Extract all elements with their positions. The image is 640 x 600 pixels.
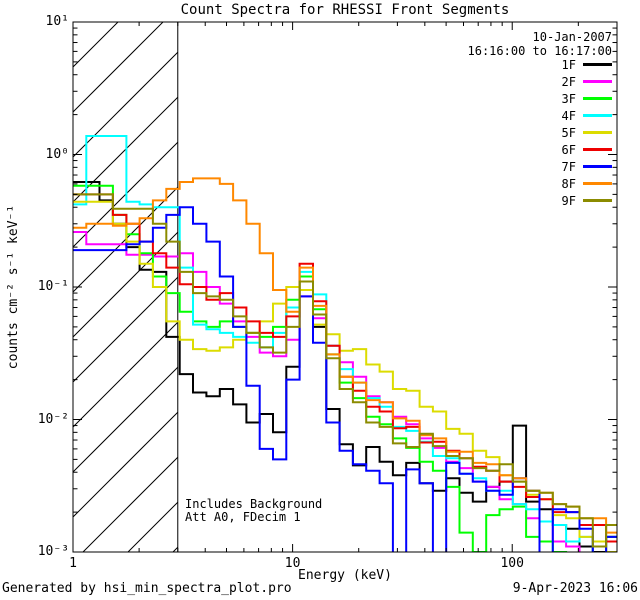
x-tick-label-1: 1	[69, 556, 77, 571]
legend-item-4F: 4F	[562, 107, 612, 124]
x-tick-label-100: 100	[500, 556, 524, 571]
axis-ticks	[72, 21, 618, 553]
legend-color-swatch	[583, 199, 612, 202]
spectrum-curve-2F	[73, 231, 581, 552]
legend-date: 10-Jan-2007	[532, 30, 612, 44]
legend-item-label: 4F	[561, 108, 576, 123]
y-tick-label-10⁻¹: 10⁻¹	[37, 279, 69, 295]
generator-credit: Generated by hsi_min_spectra_plot.pro	[2, 581, 292, 596]
legend-item-8F: 8F	[562, 175, 612, 192]
spectrum-curve-6F	[73, 193, 617, 543]
legend-item-2F: 2F	[562, 73, 612, 90]
spectra-curves	[73, 135, 617, 552]
legend-item-label: 7F	[561, 159, 576, 174]
legend-item-3F: 3F	[562, 90, 612, 107]
annotation-attenuator-state: Att A0, FDecim 1	[185, 510, 301, 524]
annotation-includes-background: Includes Background	[185, 497, 323, 511]
legend-color-swatch	[583, 80, 612, 83]
y-tick-label-10⁻²: 10⁻²	[37, 411, 69, 427]
legend-item-label: 6F	[561, 142, 576, 157]
legend-item-label: 1F	[561, 57, 576, 72]
legend-color-swatch	[583, 63, 612, 66]
legend: 1F 2F 3F 4F 5F 6F 7F 8F 9F	[562, 56, 612, 209]
legend-item-5F: 5F	[562, 124, 612, 141]
legend-item-7F: 7F	[562, 158, 612, 175]
legend-color-swatch	[583, 182, 612, 185]
legend-color-swatch	[583, 131, 612, 134]
legend-item-1F: 1F	[562, 56, 612, 73]
y-tick-label-10⁰: 10⁰	[45, 146, 69, 162]
y-tick-label-10¹: 10¹	[45, 14, 69, 30]
spectrum-curve-1F	[73, 181, 617, 552]
x-axis-label: Energy (keV)	[298, 568, 392, 583]
render-timestamp: 9-Apr-2023 16:06	[512, 581, 638, 596]
x-tick-label-10: 10	[284, 556, 301, 571]
hatched-region	[73, 22, 178, 552]
legend-item-6F: 6F	[562, 141, 612, 158]
legend-color-swatch	[583, 114, 612, 117]
legend-item-label: 8F	[561, 176, 576, 191]
legend-color-swatch	[583, 165, 612, 168]
legend-color-swatch	[583, 97, 612, 100]
y-tick-label-10⁻³: 10⁻³	[37, 544, 69, 560]
legend-color-swatch	[583, 148, 612, 151]
page-title: Count Spectra for RHESSI Front Segments	[180, 2, 510, 18]
legend-item-9F: 9F	[562, 192, 612, 209]
legend-item-label: 9F	[561, 193, 576, 208]
legend-item-label: 2F	[561, 74, 576, 89]
spectrum-curve-9F	[73, 193, 617, 548]
legend-item-label: 3F	[561, 91, 576, 106]
spectrum-curve-7F	[73, 206, 617, 552]
legend-time-range: 16:16:00 to 16:17:00	[467, 44, 613, 58]
legend-item-label: 5F	[561, 125, 576, 140]
